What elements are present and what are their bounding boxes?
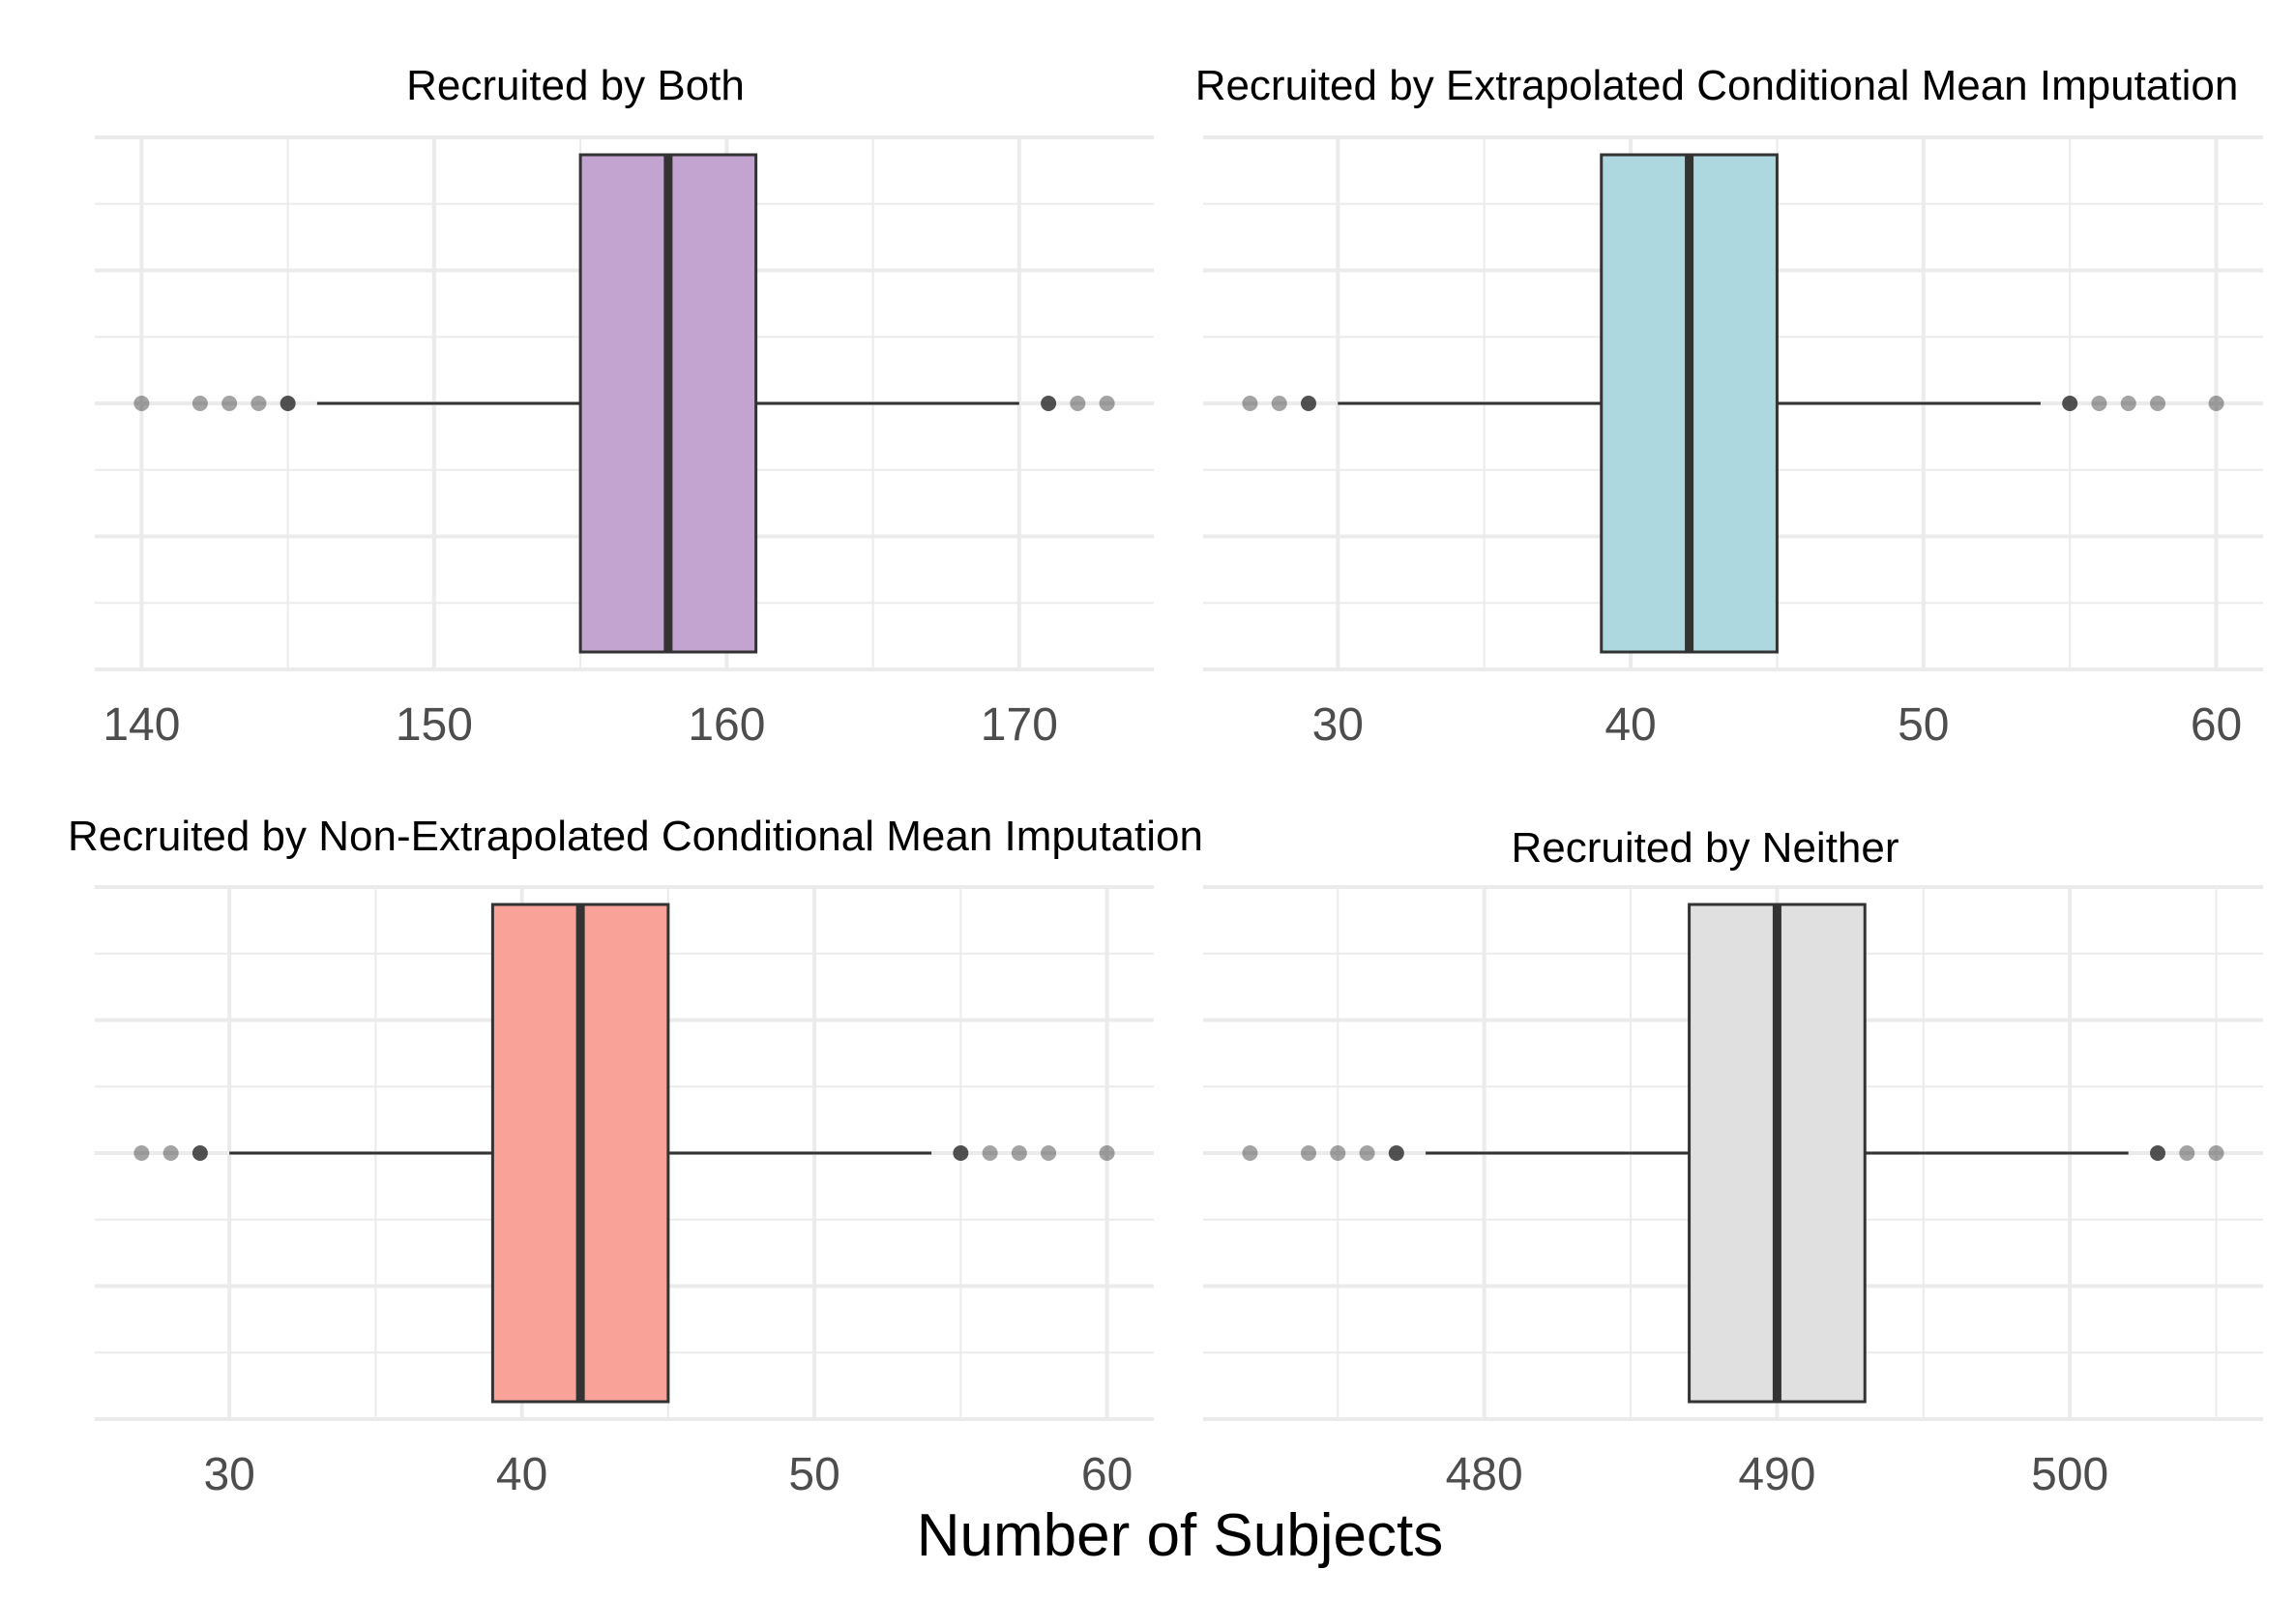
outlier-point	[2150, 396, 2166, 411]
outlier-point	[1271, 396, 1287, 411]
outlier-point	[982, 1145, 998, 1161]
x-tick-label: 60	[1081, 1449, 1133, 1500]
panel-title: Recruited by Both	[406, 62, 745, 109]
x-tick-label: 60	[2191, 699, 2242, 751]
outlier-point	[1242, 396, 1258, 411]
outlier-point	[2208, 1145, 2224, 1161]
outlier-point	[191, 396, 208, 411]
x-tick-label: 490	[1738, 1449, 1815, 1500]
x-tick-label: 50	[1898, 699, 1949, 751]
outlier-point	[1388, 1145, 1404, 1161]
outlier-point	[1041, 396, 1057, 411]
panel-title: Recruited by Non-Extrapolated Conditiona…	[68, 813, 1203, 860]
outlier-point	[133, 1145, 150, 1161]
x-tick-label: 170	[981, 699, 1058, 751]
outlier-point	[191, 1145, 208, 1161]
x-axis-title: Number of Subjects	[917, 1502, 1443, 1569]
outlier-point	[1070, 396, 1086, 411]
outlier-point	[2062, 396, 2078, 411]
outlier-point	[953, 1145, 969, 1161]
outlier-point	[1300, 396, 1316, 411]
outlier-point	[1359, 1145, 1375, 1161]
x-tick-label: 500	[2031, 1449, 2108, 1500]
panel-title: Recruited by Extrapolated Conditional Me…	[1195, 62, 2239, 109]
outlier-point	[1099, 396, 1115, 411]
outlier-point	[1099, 1145, 1115, 1161]
x-tick-label: 50	[788, 1449, 839, 1500]
outlier-point	[2150, 1145, 2166, 1161]
panel-recruited-by-both: Recruited by Both 140 150 160 170	[95, 62, 1154, 751]
outlier-point	[280, 396, 296, 411]
outlier-point	[2208, 396, 2224, 411]
outlier-point	[1330, 1145, 1346, 1161]
outlier-point	[162, 1145, 179, 1161]
outlier-point	[250, 396, 267, 411]
panel-recruited-by-extrapolated: Recruited by Extrapolated Conditional Me…	[1195, 62, 2263, 751]
outlier-point	[1242, 1145, 1258, 1161]
outlier-point	[133, 396, 150, 411]
x-tick-label: 40	[1604, 699, 1656, 751]
x-tick-label: 30	[203, 1449, 254, 1500]
x-tick-label: 30	[1312, 699, 1364, 751]
outlier-point	[221, 396, 238, 411]
x-tick-label: 140	[103, 699, 180, 751]
x-tick-label: 150	[396, 699, 473, 751]
outlier-point	[2091, 396, 2107, 411]
outlier-point	[2120, 396, 2136, 411]
outlier-point	[1041, 1145, 1057, 1161]
panel-recruited-by-neither: Recruited by Neither 480 490 500	[1203, 824, 2263, 1500]
outlier-point	[1300, 1145, 1316, 1161]
x-tick-label: 160	[688, 699, 765, 751]
panel-title: Recruited by Neither	[1511, 824, 1899, 872]
outlier-point	[1011, 1145, 1027, 1161]
x-tick-label: 480	[1446, 1449, 1523, 1500]
panel-recruited-by-non-extrapolated: Recruited by Non-Extrapolated Conditiona…	[68, 813, 1203, 1500]
outlier-point	[2179, 1145, 2195, 1161]
x-tick-label: 40	[496, 1449, 547, 1500]
